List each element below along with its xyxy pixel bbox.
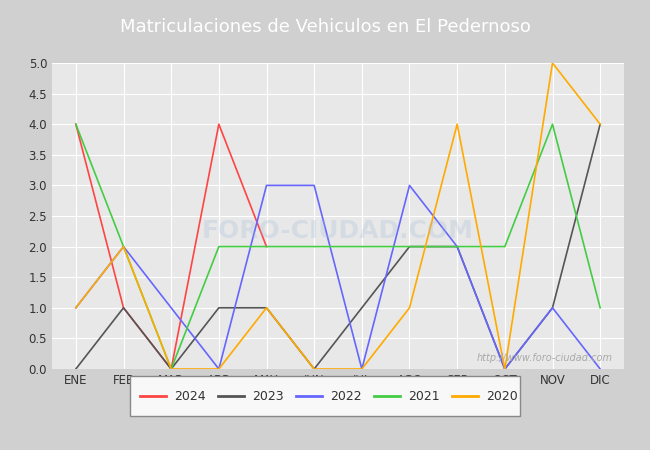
Text: FORO-CIUDAD.COM: FORO-CIUDAD.COM (202, 219, 474, 243)
Text: 2024: 2024 (174, 390, 206, 402)
Text: 2023: 2023 (252, 390, 284, 402)
Text: 2020: 2020 (486, 390, 518, 402)
FancyBboxPatch shape (130, 376, 520, 416)
Text: Matriculaciones de Vehiculos en El Pedernoso: Matriculaciones de Vehiculos en El Peder… (120, 18, 530, 36)
Text: 2021: 2021 (408, 390, 440, 402)
Text: http://www.foro-ciudad.com: http://www.foro-ciudad.com (476, 353, 612, 363)
Text: 2022: 2022 (330, 390, 362, 402)
